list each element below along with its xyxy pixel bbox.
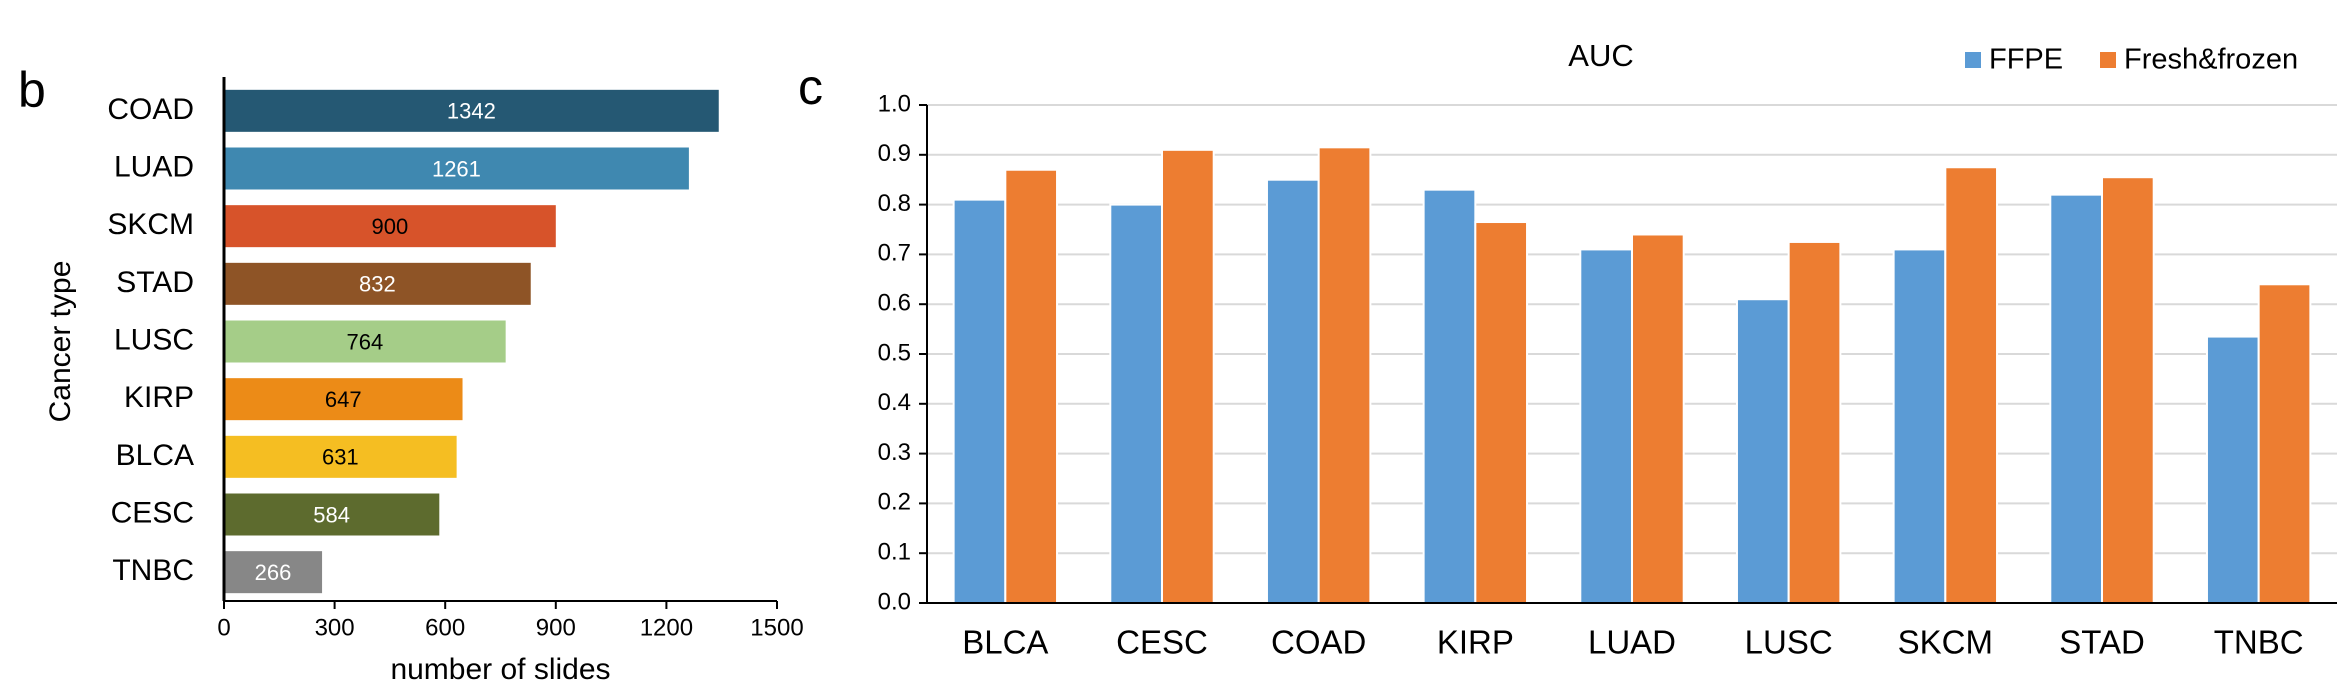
bar (1892, 248, 1947, 604)
chart-title: AUC (1568, 38, 1633, 73)
legend-label: FFPE (1989, 44, 2063, 76)
bar (224, 378, 463, 421)
bar (224, 89, 719, 132)
bar (1265, 178, 1320, 604)
x-tick-label: BLCA (962, 624, 1048, 661)
legend-label: Fresh&frozen (2124, 44, 2298, 76)
y-tick-label: BLCA (116, 439, 194, 472)
bar (1109, 203, 1164, 604)
y-tick-label: 0.5 (878, 339, 911, 366)
y-axis-label: Cancer type (44, 261, 77, 423)
bar (2205, 335, 2260, 604)
value-label: 631 (322, 445, 359, 470)
x-tick-label: LUAD (1588, 624, 1676, 661)
y-tick-label: COAD (107, 93, 194, 126)
y-tick-label: 0.0 (878, 588, 911, 615)
value-label: 764 (346, 329, 383, 354)
bar (1422, 188, 1477, 604)
x-tick-label: LUSC (1745, 624, 1833, 661)
bar (1735, 298, 1790, 604)
y-tick-label: 0.2 (878, 489, 911, 516)
y-tick-label: STAD (116, 266, 194, 299)
bar (1004, 168, 1059, 605)
x-tick-label: 1500 (750, 614, 803, 641)
panel-label: b (18, 62, 46, 118)
bar (224, 435, 457, 478)
value-label: 832 (359, 272, 396, 297)
value-label: 266 (255, 560, 292, 585)
bar (1944, 166, 1999, 604)
value-label: 900 (372, 214, 409, 239)
y-tick-label: CESC (111, 496, 194, 529)
value-label: 1342 (447, 99, 496, 124)
y-tick-label: 1.0 (878, 90, 911, 117)
y-tick-label: 0.3 (878, 439, 911, 466)
legend-swatch (2100, 52, 2116, 68)
bar (224, 205, 556, 248)
bar (1631, 233, 1685, 604)
y-tick-label: 0.8 (878, 190, 911, 217)
x-tick-label: KIRP (1437, 624, 1514, 661)
legend-swatch (1965, 52, 1981, 68)
y-tick-label: 0.1 (878, 539, 911, 566)
panel-label: c (798, 59, 823, 115)
bar (224, 147, 689, 190)
x-tick-label: 0 (217, 614, 230, 641)
bar (224, 493, 440, 536)
bar (224, 262, 531, 305)
value-label: 584 (313, 502, 350, 527)
bar (2049, 193, 2104, 604)
x-tick-label: 1200 (640, 614, 693, 641)
x-tick-label: COAD (1271, 624, 1366, 661)
bar (224, 320, 506, 363)
y-tick-label: KIRP (124, 381, 194, 414)
y-tick-label: LUSC (114, 323, 194, 356)
bar (1474, 221, 1529, 604)
x-tick-label: SKCM (1898, 624, 1993, 661)
y-tick-label: 0.6 (878, 290, 911, 317)
bar (224, 551, 323, 594)
bar (2257, 283, 2312, 604)
x-axis-label: number of slides (390, 653, 610, 686)
y-tick-label: 0.7 (878, 240, 911, 267)
x-tick-label: TNBC (2214, 624, 2304, 661)
bar (1787, 240, 1842, 604)
bar (952, 198, 1007, 604)
x-tick-label: STAD (2059, 624, 2145, 661)
x-tick-label: 900 (536, 614, 576, 641)
value-label: 647 (325, 387, 362, 412)
x-tick-label: CESC (1116, 624, 1208, 661)
y-tick-label: TNBC (112, 554, 194, 587)
bar (1579, 248, 1634, 604)
y-tick-label: LUAD (114, 150, 194, 183)
bar (1161, 148, 1215, 604)
x-tick-label: 600 (425, 614, 465, 641)
value-label: 1261 (432, 156, 481, 181)
x-tick-label: 300 (315, 614, 355, 641)
y-tick-label: 0.4 (878, 389, 911, 416)
y-tick-label: SKCM (107, 208, 194, 241)
y-tick-label: 0.9 (878, 140, 911, 167)
bar (2101, 176, 2155, 605)
bar (1317, 146, 1372, 605)
